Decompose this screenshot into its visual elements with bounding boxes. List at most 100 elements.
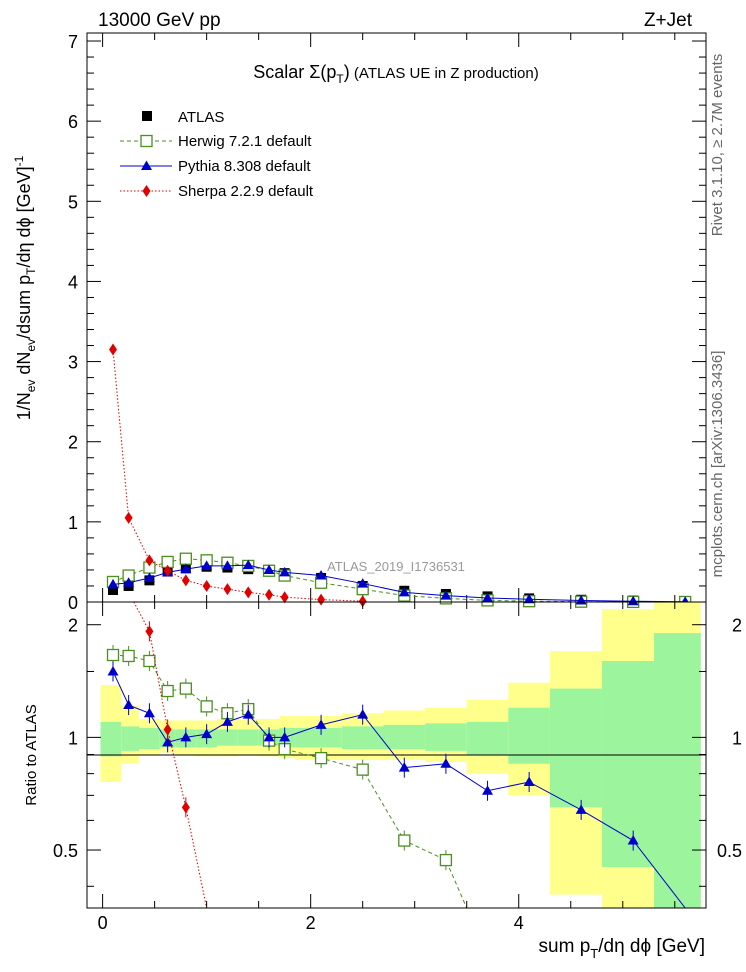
- ratio-uncertainty-bands: [100, 602, 701, 908]
- main-data-point-3: [202, 579, 211, 592]
- ratio-data-point-1: [143, 707, 155, 718]
- ratio-data-point-1: [575, 804, 587, 814]
- header-left: 13000 GeV pp: [98, 10, 221, 31]
- ratio-panel: 0.5 0.5 1 1 2 2 0 2 4 Ratio to ATLAS sum pT/dη d…: [23, 601, 742, 961]
- ratio-data-point-1: [263, 731, 275, 742]
- ratio-data-point-0: [106, 648, 120, 662]
- stat-band-segment: [601, 660, 654, 868]
- legend-entry-atlas: ATLAS: [142, 109, 224, 126]
- main-data-point-2: [180, 563, 192, 574]
- stat-band-segment: [295, 727, 342, 748]
- main-data-point-3: [280, 591, 289, 604]
- legend-label-sherpa: Sherpa 2.2.9 default: [178, 183, 314, 200]
- ratio-x-tick-label: 0: [98, 913, 108, 933]
- ratio-data-point-1: [523, 776, 535, 786]
- main-data-point-2: [242, 559, 254, 570]
- stat-band-segment: [341, 726, 384, 750]
- main-y-tick-label: 4: [68, 272, 78, 292]
- stat-band-segment: [237, 729, 259, 746]
- stat-band-segment: [100, 721, 122, 757]
- main-y-tick-label: 6: [68, 112, 78, 132]
- main-panel: 0 1 2 3 4 5 6 7 Scalar Σ(pT) (ATLAS UE in Z pro…: [12, 32, 707, 613]
- ratio-data-point-1: [398, 762, 410, 772]
- stat-band-segment: [121, 726, 140, 751]
- main-data-point-2: [107, 578, 119, 589]
- legend-marker-atlas: [142, 111, 152, 121]
- main-data-point-3: [317, 593, 326, 606]
- ratio-data-point-1: [180, 731, 192, 742]
- main-data-point-2: [279, 566, 291, 577]
- ratio-data-point-1: [482, 785, 494, 795]
- ratio-data-point-2: [163, 723, 172, 736]
- ratio-data-point-1: [315, 719, 327, 729]
- main-data-point-2: [440, 590, 452, 600]
- main-data-point-2: [482, 592, 494, 602]
- legend-label-atlas: ATLAS: [178, 109, 224, 126]
- main-y-tick-label: 1: [68, 513, 78, 533]
- stat-band-segment: [425, 723, 467, 751]
- main-series-line-3: [112, 349, 363, 602]
- ratio-data-point-1: [242, 709, 254, 719]
- main-data-point-3: [163, 564, 172, 577]
- ratio-data-point-0: [398, 834, 411, 847]
- main-y-tick-label: 7: [68, 32, 78, 52]
- ratio-x-tick-label: 4: [514, 913, 524, 933]
- ratio-data-point-1: [107, 665, 119, 676]
- ratio-data-point-1: [357, 709, 369, 719]
- legend-label-herwig: Herwig 7.2.1 default: [178, 133, 312, 150]
- ratio-y-axis-label: Ratio to ATLAS: [23, 704, 40, 805]
- legend-label-pythia: Pythia 8.308 default: [178, 158, 311, 175]
- legend: ATLAS Herwig 7.2.1 default Pythia 8.308 …: [120, 109, 314, 200]
- legend-entry-sherpa: Sherpa 2.2.9 default: [120, 183, 314, 200]
- site-label: mcplots.cern.ch [arXiv:1306.3436]: [709, 351, 726, 578]
- ratio-y-tick-label-right: 2: [732, 616, 742, 636]
- stat-band-segment: [139, 727, 160, 750]
- x-axis-label: sum pT/dη dϕ [GeV]: [539, 936, 705, 961]
- legend-marker-herwig: [140, 134, 153, 148]
- main-data-point-2: [398, 586, 410, 597]
- main-y-tick-label: 2: [68, 433, 78, 453]
- main-data-point-3: [265, 588, 274, 601]
- main-series: [106, 343, 692, 609]
- main-data-point-3: [145, 554, 154, 567]
- ratio-series-0: [106, 644, 468, 908]
- main-y-tick-label: 3: [68, 353, 78, 373]
- rivet-label: Rivet 3.1.10, ≥ 2.7M events: [709, 54, 726, 237]
- main-data-point-2: [357, 578, 369, 588]
- ratio-series-2: [133, 602, 208, 908]
- ratio-y-tick-label-right: 1: [732, 728, 742, 748]
- legend-entry-pythia: Pythia 8.308 default: [120, 158, 311, 175]
- ratio-data-point-1: [440, 758, 452, 768]
- stat-band-segment: [466, 721, 509, 755]
- legend-marker-pythia: [141, 160, 152, 170]
- stat-band-segment: [549, 688, 602, 808]
- ratio-data-point-0: [122, 649, 135, 663]
- stat-band-segment: [653, 633, 701, 908]
- main-y-axis-label: 1/Nev dNev/dsum pT/dη dϕ [GeV]-1: [12, 155, 38, 420]
- ratio-data-point-1: [221, 716, 233, 726]
- main-data-point-2: [627, 595, 639, 606]
- ratio-data-point-0: [179, 682, 192, 695]
- ratio-x-tick-label: 2: [306, 913, 316, 933]
- ratio-data-point-1: [201, 728, 213, 739]
- ratio-y-tick-label: 0.5: [53, 841, 78, 861]
- main-data-point-2: [221, 560, 233, 570]
- main-y-tick-label: 5: [68, 192, 78, 212]
- ratio-data-point-0: [356, 763, 369, 776]
- main-data-point-1: [179, 552, 192, 565]
- main-data-point-2: [263, 564, 275, 574]
- ratio-axis-ticks: 0.5 0.5 1 1 2 2 0 2 4: [53, 602, 742, 933]
- main-data-point-3: [358, 595, 367, 608]
- main-data-point-3: [109, 343, 118, 356]
- legend-entry-herwig: Herwig 7.2.1 default: [120, 133, 312, 150]
- main-data-point-3: [181, 574, 190, 587]
- main-data-point-0: [108, 584, 119, 595]
- main-data-point-2: [123, 577, 135, 587]
- ratio-data-point-2: [181, 801, 190, 814]
- ratio-data-point-1: [279, 731, 291, 742]
- main-data-point-3: [223, 583, 232, 596]
- main-axis-ticks: 0 1 2 3 4 5 6 7: [68, 32, 706, 613]
- main-data-point-2: [315, 570, 327, 580]
- ratio-data-point-1: [162, 736, 174, 747]
